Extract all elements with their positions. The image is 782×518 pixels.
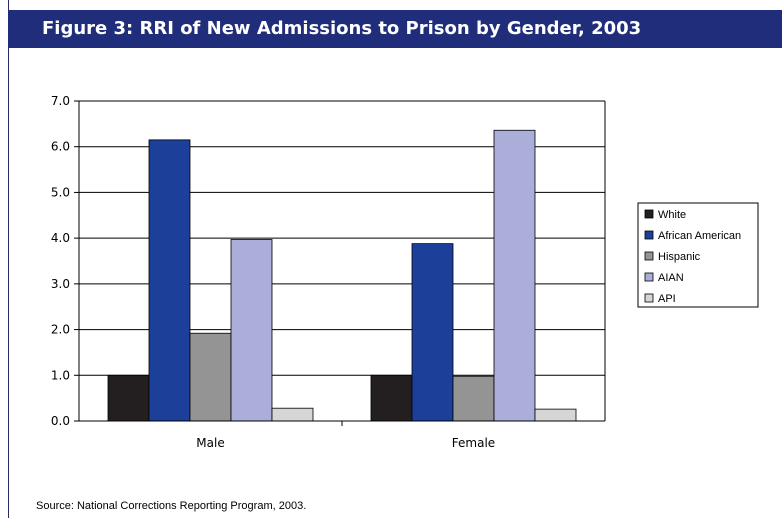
legend-box xyxy=(637,202,759,308)
bar-aian xyxy=(493,129,536,422)
figure-title: Figure 3: RRI of New Admissions to Priso… xyxy=(42,18,642,39)
bar-aian xyxy=(230,239,273,422)
legend-label: African American xyxy=(658,230,741,242)
legend-label: White xyxy=(658,209,686,221)
bar-white xyxy=(370,374,413,422)
legend-swatch xyxy=(644,251,654,261)
legend-label: API xyxy=(658,293,676,305)
bar-hispanic xyxy=(189,332,232,422)
legend-swatch xyxy=(644,293,654,303)
bars xyxy=(107,129,577,422)
figure-banner: Figure 3: RRI of New Admissions to Priso… xyxy=(8,10,782,48)
legend-swatch xyxy=(644,230,654,240)
y-tick-label: 5.0 xyxy=(51,185,70,199)
y-tick-label: 0.0 xyxy=(51,414,70,428)
y-tick-label: 4.0 xyxy=(51,231,70,245)
legend: White African American Hispanic AIAN API xyxy=(637,202,759,308)
bar-api xyxy=(534,408,577,422)
source-note: Source: National Corrections Reporting P… xyxy=(36,500,307,512)
y-tick-label: 2.0 xyxy=(51,323,70,337)
y-axis-ticks: 0.0 1.0 2.0 3.0 4.0 5.0 6.0 7.0 xyxy=(51,94,79,428)
x-tick-label: Male xyxy=(196,436,224,450)
legend-swatch xyxy=(644,209,654,219)
bar-african-american xyxy=(411,243,454,422)
legend-swatch xyxy=(644,272,654,282)
legend-label: AIAN xyxy=(658,272,684,284)
bar-hispanic xyxy=(452,375,495,422)
legend-label: Hispanic xyxy=(658,251,701,263)
x-axis-ticks: Male Female xyxy=(196,421,495,450)
bar-white xyxy=(107,374,150,422)
y-tick-label: 1.0 xyxy=(51,368,70,382)
y-tick-label: 7.0 xyxy=(51,94,70,108)
bar-api xyxy=(271,407,314,422)
y-tick-label: 6.0 xyxy=(51,140,70,154)
bar-african-american xyxy=(148,139,191,422)
x-tick-label: Female xyxy=(452,436,495,450)
y-tick-label: 3.0 xyxy=(51,277,70,291)
